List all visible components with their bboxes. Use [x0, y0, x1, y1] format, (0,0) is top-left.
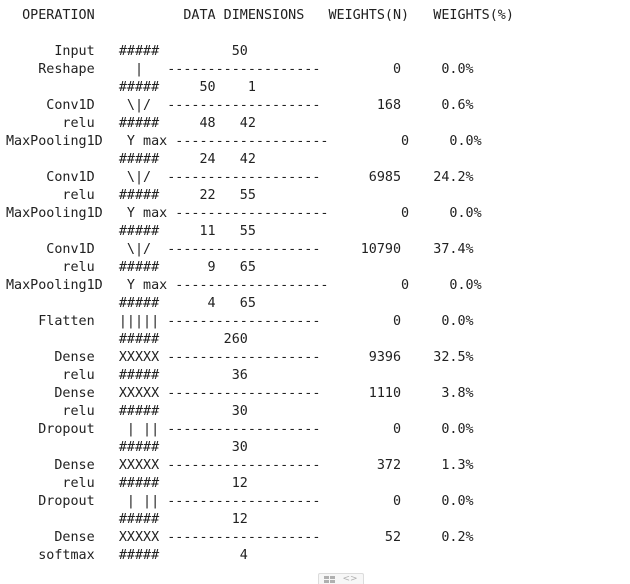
- summary-line: MaxPooling1D Y max ------------------- 0…: [6, 206, 482, 221]
- output-toolbar: <>: [318, 573, 364, 584]
- summary-header: OPERATION DATA DIMENSIONS WEIGHTS(N) WEI…: [6, 8, 514, 23]
- summary-line: ##### 24 42: [6, 152, 256, 167]
- summary-line: ##### 50 1: [6, 80, 256, 95]
- summary-line: relu ##### 30: [6, 404, 248, 419]
- summary-line: ##### 30: [6, 440, 248, 455]
- summary-line: ##### 11 55: [6, 224, 256, 239]
- summary-line: Dense XXXXX ------------------- 9396 32.…: [6, 350, 474, 365]
- summary-line: relu ##### 22 55: [6, 188, 256, 203]
- summary-line: Input ##### 50: [6, 44, 248, 59]
- summary-line: Dense XXXXX ------------------- 52 0.2%: [6, 530, 474, 545]
- summary-line: relu ##### 48 42: [6, 116, 256, 131]
- summary-line: Conv1D \|/ ------------------- 6985 24.2…: [6, 170, 474, 185]
- summary-line: Dense XXXXX ------------------- 1110 3.8…: [6, 386, 474, 401]
- summary-line: relu ##### 12: [6, 476, 248, 491]
- summary-line: Dropout | || ------------------- 0 0.0%: [6, 422, 474, 437]
- model-summary-text: OPERATION DATA DIMENSIONS WEIGHTS(N) WEI…: [6, 7, 514, 565]
- summary-line: ##### 12: [6, 512, 248, 527]
- summary-line: Conv1D \|/ ------------------- 168 0.6%: [6, 98, 474, 113]
- summary-line: Flatten ||||| ------------------- 0 0.0%: [6, 314, 474, 329]
- summary-line: Dense XXXXX ------------------- 372 1.3%: [6, 458, 474, 473]
- table-icon[interactable]: [324, 576, 336, 584]
- summary-line: Dropout | || ------------------- 0 0.0%: [6, 494, 474, 509]
- summary-line: MaxPooling1D Y max ------------------- 0…: [6, 278, 482, 293]
- summary-line: ##### 4 65: [6, 296, 256, 311]
- summary-line: MaxPooling1D Y max ------------------- 0…: [6, 134, 482, 149]
- code-icon[interactable]: <>: [342, 574, 358, 584]
- summary-line: ##### 260: [6, 332, 248, 347]
- summary-line: [6, 25, 514, 43]
- summary-line: Conv1D \|/ ------------------- 10790 37.…: [6, 242, 474, 257]
- summary-line: relu ##### 9 65: [6, 260, 256, 275]
- summary-line: Reshape | ------------------- 0 0.0%: [6, 62, 474, 77]
- summary-line: softmax ##### 4: [6, 548, 248, 563]
- summary-line: relu ##### 36: [6, 368, 248, 383]
